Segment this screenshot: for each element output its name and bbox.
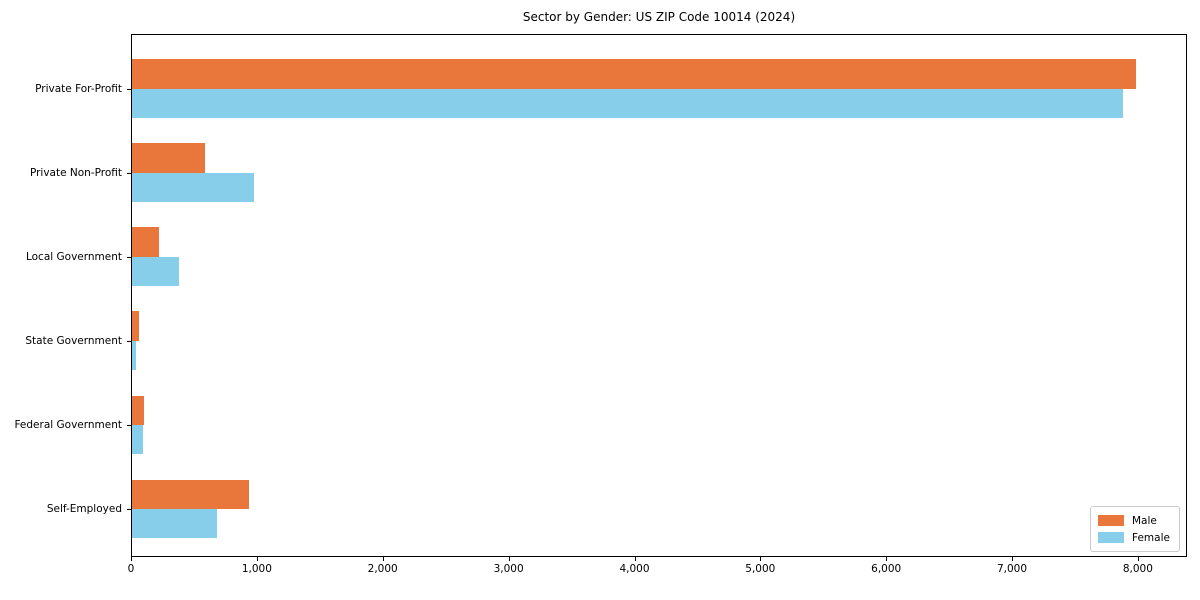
legend: Male Female [1090, 506, 1180, 552]
x-tick-mark [508, 557, 510, 561]
x-tick-label-6000: 6,000 [871, 563, 902, 575]
x-tick-label-5000: 5,000 [745, 563, 776, 575]
y-tick-mark [127, 424, 131, 426]
plot-area [131, 34, 1187, 557]
legend-label-female: Female [1132, 531, 1170, 544]
x-tick-label-8000: 8,000 [1122, 563, 1153, 575]
x-tick-mark [256, 557, 258, 561]
x-tick-mark [131, 557, 132, 561]
legend-label-male: Male [1132, 514, 1157, 527]
bar-male-self-employed [132, 479, 250, 509]
x-tick-mark [1137, 557, 1139, 561]
x-tick-label-2000: 2,000 [367, 563, 398, 575]
x-tick-label-4000: 4,000 [619, 563, 650, 575]
bar-male-private-for-profit [132, 59, 1137, 89]
y-tick-label-private-for-profit: Private For-Profit [35, 82, 122, 95]
bar-female-self-employed [132, 509, 217, 539]
bar-female-local-government [132, 256, 179, 287]
bar-female-private-for-profit [132, 88, 1123, 118]
x-tick-label-0: 0 [127, 563, 135, 575]
x-tick-label-7000: 7,000 [996, 563, 1028, 575]
bar-female-federal-government [132, 424, 143, 455]
bar-male-state-government [132, 311, 139, 341]
y-tick-mark [127, 172, 131, 174]
y-tick-mark [127, 256, 131, 258]
y-tick-mark [127, 340, 131, 342]
x-tick-label-1000: 1,000 [241, 563, 272, 575]
bar-male-private-non-profit [132, 143, 205, 173]
x-tick-mark [886, 557, 888, 561]
legend-entry-male: Male [1098, 515, 1172, 527]
y-tick-label-federal-government: Federal Government [14, 418, 122, 431]
x-tick-mark [760, 557, 762, 561]
x-tick-mark [1012, 557, 1013, 561]
x-tick-mark [634, 557, 636, 561]
y-tick-label-state-government: State Government [25, 334, 122, 347]
bar-female-private-non-profit [132, 172, 255, 203]
x-tick-mark [382, 557, 384, 561]
y-tick-label-self-employed: Self-Employed [46, 503, 122, 515]
y-tick-label-local-government: Local Government [25, 250, 122, 263]
x-tick-label-3000: 3,000 [493, 563, 524, 575]
legend-entry-female: Female [1098, 532, 1172, 544]
y-tick-mark [127, 509, 131, 510]
y-tick-label-private-non-profit: Private Non-Profit [29, 166, 122, 179]
bar-male-local-government [132, 227, 160, 257]
legend-swatch-male [1098, 515, 1124, 526]
y-tick-mark [127, 88, 131, 90]
bar-male-federal-government [132, 395, 144, 425]
chart-title: Sector by Gender: US ZIP Code 10014 (202… [522, 10, 796, 24]
legend-swatch-female [1098, 532, 1124, 543]
bar-female-state-government [132, 340, 136, 371]
